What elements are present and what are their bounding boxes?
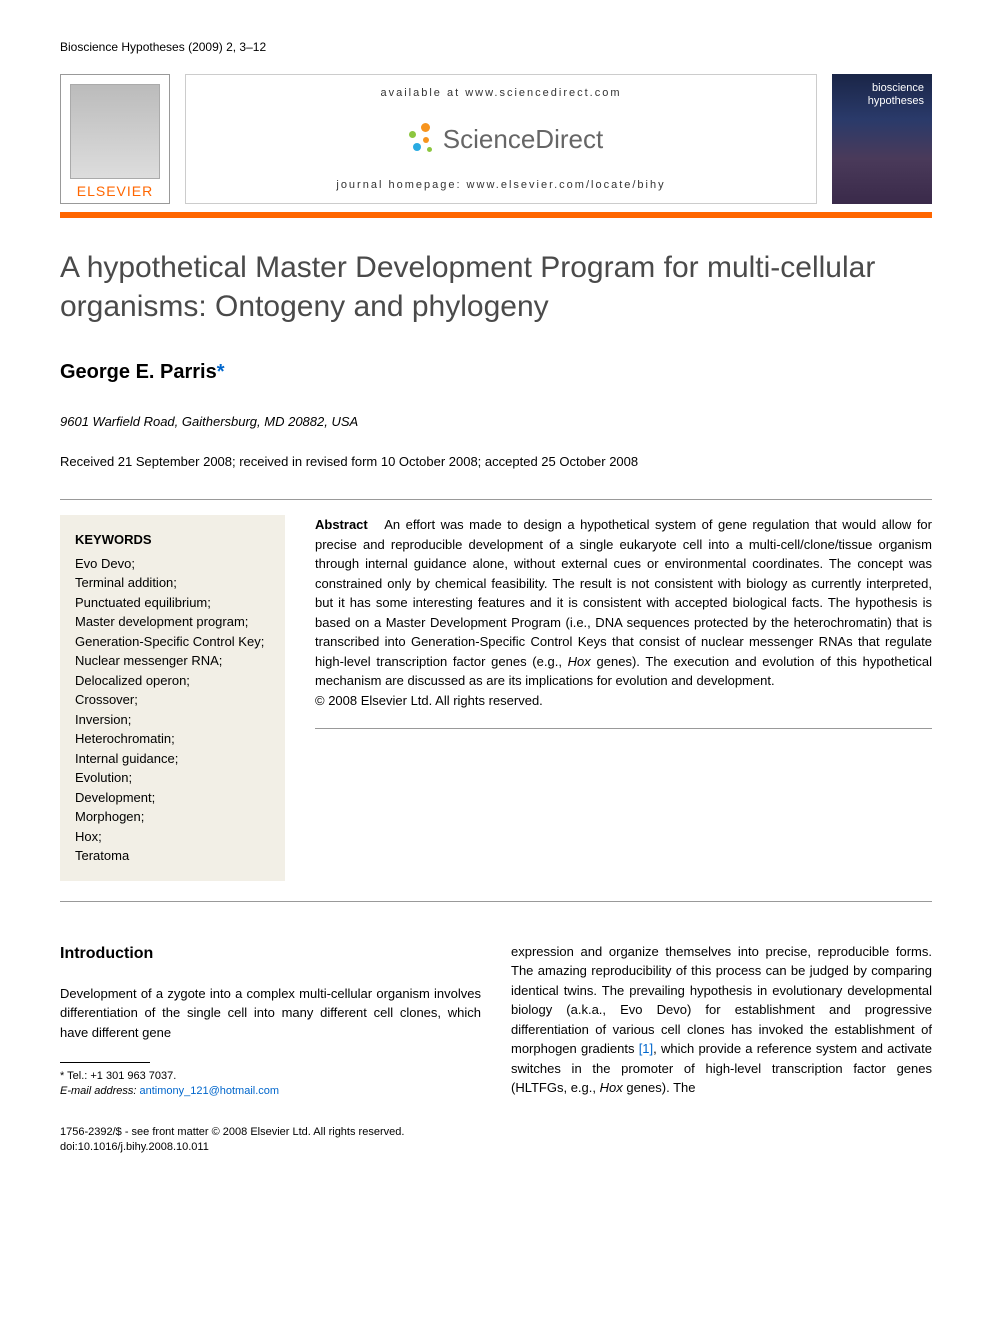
divider	[60, 499, 932, 500]
author-name: George E. Parris*	[60, 361, 932, 384]
available-at-text: available at www.sciencedirect.com	[380, 87, 621, 99]
keywords-list: Evo Devo;Terminal addition;Punctuated eq…	[75, 554, 270, 866]
keyword-item: Nuclear messenger RNA;	[75, 651, 270, 671]
doi: doi:10.1016/j.bihy.2008.10.011	[60, 1140, 932, 1155]
article-dates: Received 21 September 2008; received in …	[60, 454, 932, 469]
issn-copyright: 1756-2392/$ - see front matter © 2008 El…	[60, 1125, 932, 1140]
keyword-item: Crossover;	[75, 690, 270, 710]
corresponding-author-mark: *	[217, 361, 225, 383]
intro-column-right: expression and organize themselves into …	[511, 942, 932, 1100]
keyword-item: Teratoma	[75, 846, 270, 866]
elsevier-tree-icon	[70, 84, 160, 179]
keyword-item: Punctuated equilibrium;	[75, 593, 270, 613]
keyword-item: Morphogen;	[75, 807, 270, 827]
keyword-item: Master development program;	[75, 612, 270, 632]
keyword-item: Inversion;	[75, 710, 270, 730]
elsevier-logo[interactable]: ELSEVIER	[60, 74, 170, 204]
keywords-heading: KEYWORDS	[75, 530, 270, 550]
keyword-item: Evo Devo;	[75, 554, 270, 574]
sciencedirect-dots-icon	[399, 121, 435, 157]
author-email-link[interactable]: antimony_121@hotmail.com	[139, 1085, 279, 1097]
keyword-item: Delocalized operon;	[75, 671, 270, 691]
introduction-section: Introduction Development of a zygote int…	[60, 942, 932, 1100]
sciencedirect-wordmark: ScienceDirect	[443, 124, 603, 155]
cover-title: bioscience hypotheses	[840, 82, 924, 108]
divider	[60, 901, 932, 902]
keyword-item: Development;	[75, 788, 270, 808]
journal-cover-thumbnail[interactable]: bioscience hypotheses	[832, 74, 932, 204]
sciencedirect-logo[interactable]: ScienceDirect	[399, 121, 603, 157]
keyword-item: Heterochromatin;	[75, 729, 270, 749]
keyword-item: Terminal addition;	[75, 573, 270, 593]
keyword-item: Hox;	[75, 827, 270, 847]
journal-homepage-text: journal homepage: www.elsevier.com/locat…	[336, 179, 665, 191]
abstract-section: KEYWORDS Evo Devo;Terminal addition;Punc…	[60, 515, 932, 881]
keyword-item: Evolution;	[75, 768, 270, 788]
keyword-item: Generation-Specific Control Key;	[75, 632, 270, 652]
introduction-heading: Introduction	[60, 942, 481, 966]
masthead: ELSEVIER available at www.sciencedirect.…	[60, 74, 932, 204]
keywords-box: KEYWORDS Evo Devo;Terminal addition;Punc…	[60, 515, 285, 881]
footnote-separator	[60, 1062, 150, 1063]
orange-divider-bar	[60, 212, 932, 218]
sciencedirect-block: available at www.sciencedirect.com Scien…	[185, 74, 817, 204]
corresponding-footnote: * Tel.: +1 301 963 7037. E-mail address:…	[60, 1069, 481, 1100]
abstract-label: Abstract	[315, 517, 368, 532]
elsevier-wordmark: ELSEVIER	[77, 183, 153, 199]
abstract-copyright: © 2008 Elsevier Ltd. All rights reserved…	[315, 693, 543, 708]
article-title: A hypothetical Master Development Progra…	[60, 248, 932, 326]
page-footer: 1756-2392/$ - see front matter © 2008 El…	[60, 1125, 932, 1156]
keyword-item: Internal guidance;	[75, 749, 270, 769]
journal-reference: Bioscience Hypotheses (2009) 2, 3–12	[60, 40, 932, 54]
author-affiliation: 9601 Warfield Road, Gaithersburg, MD 208…	[60, 414, 932, 429]
reference-link-1[interactable]: [1]	[639, 1041, 653, 1056]
divider	[315, 728, 932, 729]
abstract-text: Abstract An effort was made to design a …	[315, 515, 932, 881]
intro-column-left: Introduction Development of a zygote int…	[60, 942, 481, 1100]
